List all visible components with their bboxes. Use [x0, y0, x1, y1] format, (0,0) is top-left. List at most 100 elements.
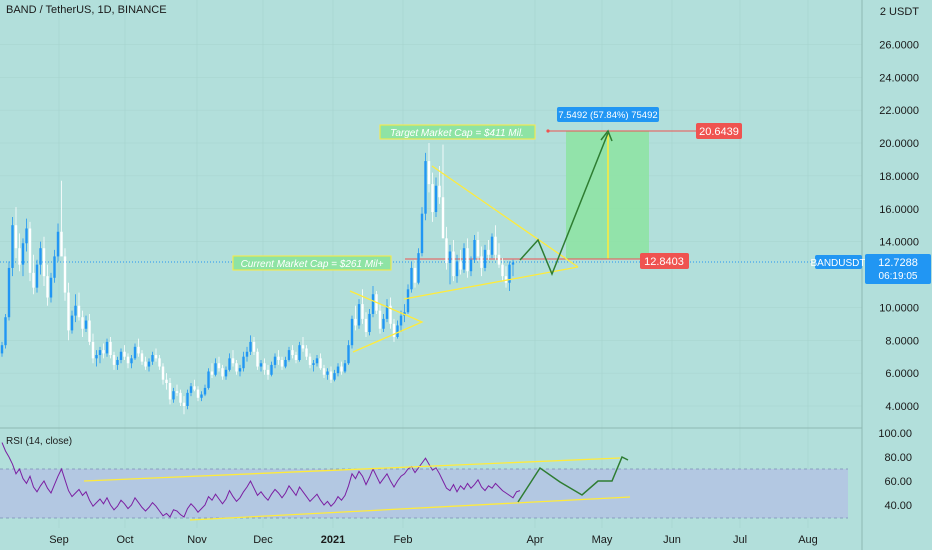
candle-body: [207, 371, 210, 388]
price-tick-label: 6.0000: [885, 368, 919, 380]
candle-body: [242, 356, 245, 369]
price-tags: 7.5492 (57.84%) 75492 20.6439 12.8403 Ta…: [232, 107, 931, 284]
candle-body: [427, 161, 431, 185]
candle-body: [186, 392, 189, 406]
candle-body: [504, 276, 508, 283]
candle-body: [340, 366, 343, 372]
candle-body: [249, 341, 252, 352]
candle-body: [483, 249, 487, 268]
candle-body: [133, 346, 137, 359]
time-tick-label: Apr: [526, 534, 543, 546]
time-tick-label: Sep: [49, 534, 69, 546]
rsi-line: [1, 442, 521, 518]
candle-body: [361, 304, 364, 319]
candle-body: [399, 315, 403, 326]
candle-body: [81, 317, 84, 329]
price-tick-label: 16.0000: [879, 204, 919, 216]
entry-price-tag: 12.8403: [644, 256, 684, 268]
candle-body: [0, 345, 4, 354]
candle-body: [228, 358, 231, 370]
candle-body: [420, 213, 424, 254]
candle-body: [284, 359, 287, 367]
candle-body: [161, 366, 165, 380]
upper-wedge-line: [431, 165, 579, 268]
candle-body: [294, 355, 298, 360]
candle-body: [280, 359, 284, 367]
candle-body: [109, 341, 112, 356]
target-price-tag: 20.6439: [699, 126, 739, 138]
candle-body: [56, 231, 60, 257]
candle-body: [221, 368, 224, 377]
rsi-title: RSI (14, close): [6, 436, 73, 447]
candle-body: [11, 225, 14, 268]
symbol-tag-box: [815, 255, 862, 269]
candle-body: [214, 363, 217, 375]
candle-body: [165, 379, 168, 383]
time-tick-label: Aug: [798, 534, 818, 546]
candle-body: [431, 184, 434, 213]
candle-body: [308, 356, 312, 365]
candle-body: [266, 369, 270, 375]
upper-triangle-line-left: [349, 290, 424, 353]
candle-body: [203, 387, 207, 395]
rsi-tick-label: 80.00: [884, 452, 912, 464]
rsi-tick-label: 100.00: [878, 428, 912, 440]
candle-body: [343, 363, 347, 372]
candle-body: [18, 248, 21, 265]
target-annotation-box: [379, 124, 536, 140]
time-axis[interactable]: Sep Oct Nov Dec 2021 Feb Apr May Jun Jul Aug: [49, 534, 818, 546]
candle-body: [235, 363, 238, 372]
price-tick-label: 4.0000: [885, 401, 919, 413]
candle-body: [466, 248, 469, 272]
candle-body: [406, 289, 410, 313]
candle-body: [301, 345, 305, 349]
candle-body: [364, 318, 368, 333]
candle-body: [144, 361, 147, 367]
price-tick-label: 10.0000: [879, 302, 919, 314]
candle-body: [312, 363, 315, 365]
candlestick-series: [0, 143, 515, 415]
candle-body: [287, 350, 291, 360]
target-level-anchor: [546, 129, 550, 133]
candle-body: [46, 276, 49, 298]
candle-body: [452, 251, 455, 277]
candle-body: [112, 355, 116, 365]
candle-body: [63, 256, 67, 293]
current-annotation-box: [232, 255, 392, 271]
candle-body: [270, 364, 273, 375]
candle-body: [501, 264, 504, 277]
candle-body: [84, 320, 88, 329]
time-tick-label: 2021: [321, 534, 345, 546]
lower-wedge-line: [403, 266, 579, 300]
candle-body: [158, 358, 161, 367]
countdown-tag: 06:19:05: [879, 271, 918, 282]
target-annotation: Target Market Cap = $411 Mil.: [390, 128, 524, 139]
candle-body: [508, 264, 511, 283]
candle-body: [28, 228, 32, 273]
candle-body: [277, 356, 280, 360]
candle-body: [238, 368, 242, 372]
candle-body: [417, 253, 420, 283]
candle-body: [130, 358, 133, 364]
rsi-band: [0, 469, 848, 518]
candle-body: [448, 251, 452, 263]
grid-lines: [0, 0, 862, 528]
candle-body: [105, 341, 109, 354]
measure-label: 7.5492 (57.84%) 75492: [558, 110, 657, 121]
candle-body: [98, 350, 102, 356]
candle-body: [42, 248, 46, 277]
candle-body: [252, 341, 256, 352]
time-tick-label: Jul: [733, 534, 747, 546]
candle-body: [382, 318, 385, 329]
candle-body: [175, 391, 179, 393]
candle-body: [168, 382, 172, 400]
candle-body: [49, 277, 53, 298]
candle-body: [459, 261, 462, 270]
time-tick-label: Dec: [253, 534, 273, 546]
candle-body: [179, 392, 182, 403]
candle-body: [91, 341, 95, 359]
projection-arrowhead: [600, 129, 613, 142]
rsi-lower-trendline: [189, 496, 631, 521]
